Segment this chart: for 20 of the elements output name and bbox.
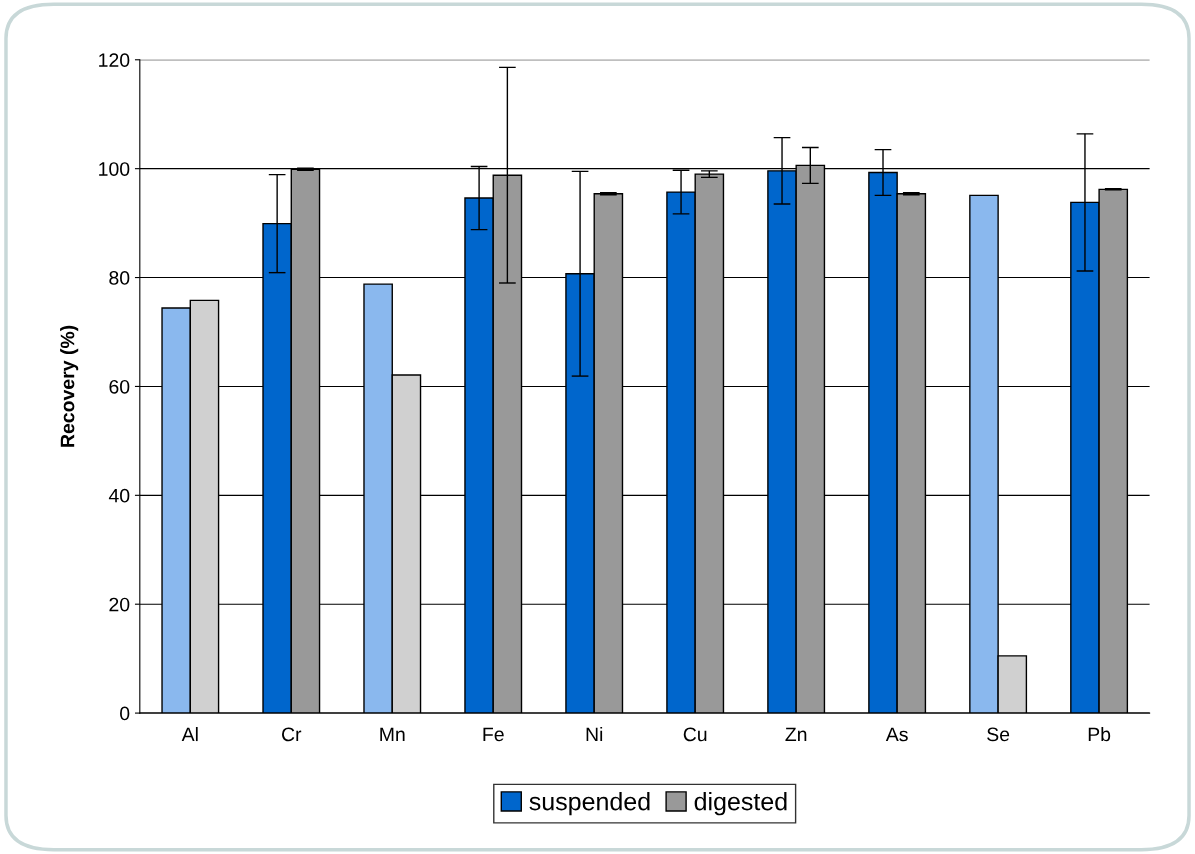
y-tick-label: 20 [109, 597, 130, 612]
x-tick-label: Fe [483, 727, 504, 742]
x-tick-label: Zn [785, 727, 807, 742]
y-tick-label: 40 [108, 488, 130, 503]
y-tick-label: 120 [99, 53, 130, 68]
x-tick-label: Se [987, 727, 1010, 742]
x-tick-label: Cu [683, 727, 707, 742]
y-axis-title: Recovery (%) [60, 325, 79, 447]
x-tick-label: Mn [380, 727, 405, 742]
y-tick-label: 100 [99, 162, 130, 176]
y-tick-label: 60 [109, 379, 130, 394]
legend-label: digested [694, 792, 787, 816]
x-tick-label: Ni [586, 726, 603, 742]
legend-label: suspended [529, 792, 650, 816]
y-tick-label: 0 [120, 706, 130, 721]
x-tick-label: Pb [1088, 726, 1111, 742]
y-tick-label: 80 [109, 271, 130, 285]
x-tick-label: Al [181, 726, 198, 742]
x-tick-label: As [885, 727, 908, 742]
x-tick-label: Cr [282, 727, 302, 742]
